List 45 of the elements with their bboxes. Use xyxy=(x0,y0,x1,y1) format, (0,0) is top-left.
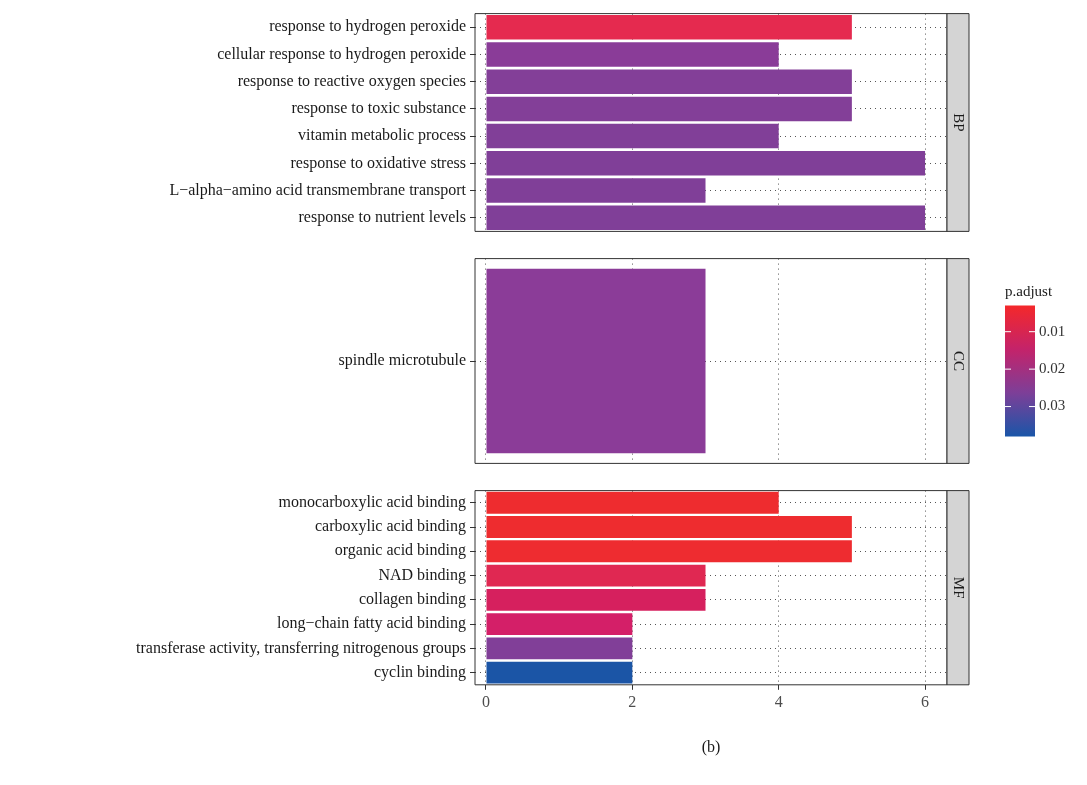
y-tick-label: vitamin metabolic process xyxy=(298,126,466,145)
bar xyxy=(486,613,633,636)
x-tick-label: 4 xyxy=(774,692,783,710)
bar xyxy=(486,14,852,40)
x-tick-label: 6 xyxy=(921,692,930,710)
bar xyxy=(486,516,852,538)
bar xyxy=(486,661,633,684)
y-tick-label: monocarboxylic acid binding xyxy=(278,492,466,511)
bar xyxy=(486,205,926,231)
bar xyxy=(486,491,779,514)
bar xyxy=(486,123,779,149)
y-tick-label: response to oxidative stress xyxy=(290,153,466,172)
text: (b) xyxy=(701,738,721,756)
color-bar-label: 0.01 xyxy=(1039,322,1066,339)
y-tick-label: L−alpha−amino acid transmembrane transport xyxy=(169,180,467,199)
y-tick-label: response to nutrient levels xyxy=(298,207,466,226)
bar xyxy=(486,69,852,94)
x-tick-label: 0 xyxy=(481,692,490,710)
text: MF xyxy=(951,576,968,599)
bar xyxy=(486,96,852,122)
y-tick-label: response to hydrogen peroxide xyxy=(269,17,466,36)
y-tick-label: response to toxic substance xyxy=(291,99,466,118)
y-tick-label: transferase activity, transferring nitrogenous groups xyxy=(136,638,466,657)
y-tick-label: long−chain fatty acid binding xyxy=(277,614,466,633)
bar xyxy=(486,540,852,563)
y-tick-label: collagen binding xyxy=(358,590,466,609)
y-tick-label: spindle microtubule xyxy=(338,351,466,370)
y-tick-label: NAD binding xyxy=(378,565,466,584)
bar xyxy=(486,151,926,176)
bar xyxy=(486,564,706,587)
bar xyxy=(486,588,706,611)
text: BP xyxy=(951,113,968,132)
bar xyxy=(486,42,779,67)
y-tick-label: cellular response to hydrogen peroxide xyxy=(217,44,466,63)
color-bar-title: p.adjust xyxy=(1005,282,1053,299)
text: CC xyxy=(951,350,968,372)
y-tick-label: carboxylic acid binding xyxy=(314,517,466,536)
color-bar-label: 0.02 xyxy=(1039,360,1066,377)
y-tick-label: cyclin binding xyxy=(374,662,466,681)
x-tick-label: 2 xyxy=(628,692,637,710)
y-tick-label: organic acid binding xyxy=(334,541,466,560)
color-bar-label: 0.03 xyxy=(1039,397,1066,414)
bar xyxy=(486,637,633,660)
y-tick-label: response to reactive oxygen species xyxy=(237,71,466,90)
bar xyxy=(486,178,706,203)
